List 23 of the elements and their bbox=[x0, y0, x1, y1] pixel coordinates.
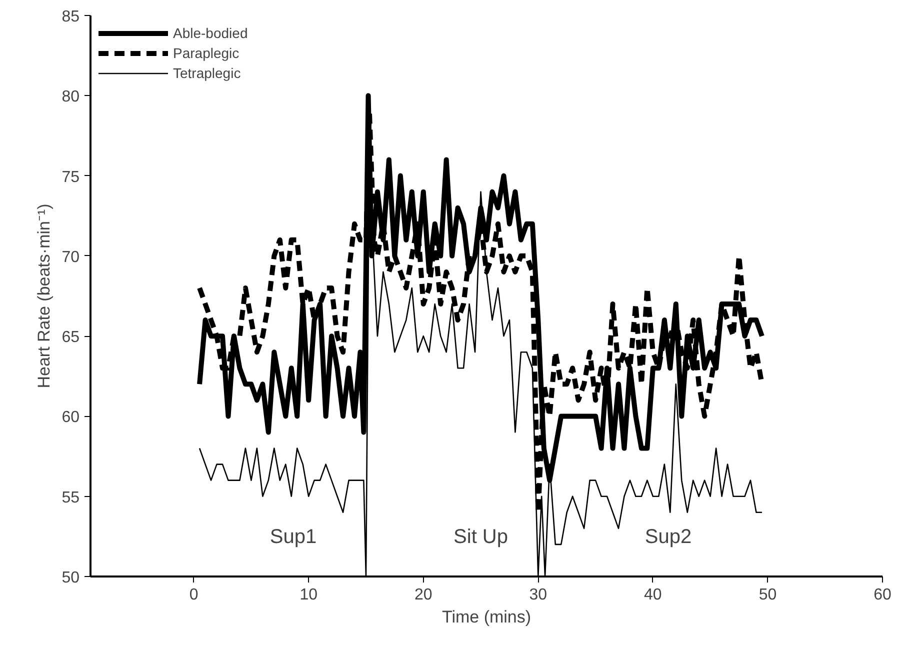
x-axis-title: Time (mins) bbox=[442, 608, 532, 626]
y-axis-title: Heart Rate (beats·min⁻¹) bbox=[34, 204, 54, 388]
y-tick-label: 70 bbox=[62, 248, 80, 266]
x-tick-label: 40 bbox=[644, 586, 662, 604]
x-tick-label: 50 bbox=[758, 586, 777, 604]
y-tick-label: 55 bbox=[62, 489, 80, 506]
x-tick-label: 0 bbox=[189, 586, 198, 604]
legend-label: Able-bodied bbox=[173, 25, 248, 41]
x-tick-label: 30 bbox=[529, 586, 548, 604]
legend-label: Tetraplegic bbox=[173, 65, 241, 81]
x-tick-label: 60 bbox=[874, 586, 892, 604]
annotation: Sup1 bbox=[270, 526, 317, 548]
x-tick-label: 10 bbox=[300, 586, 318, 604]
y-tick-label: 60 bbox=[62, 409, 80, 426]
legend-label: Paraplegic bbox=[173, 45, 240, 61]
y-tick-label: 65 bbox=[62, 329, 80, 346]
annotation: Sup2 bbox=[644, 526, 692, 548]
y-tick-label: 75 bbox=[62, 168, 80, 186]
annotation: Sit Up bbox=[454, 526, 508, 548]
x-tick-label: 20 bbox=[414, 586, 432, 604]
y-tick-label: 50 bbox=[62, 570, 80, 586]
y-tick-label: 80 bbox=[62, 88, 80, 106]
y-tick-label: 85 bbox=[62, 8, 80, 26]
